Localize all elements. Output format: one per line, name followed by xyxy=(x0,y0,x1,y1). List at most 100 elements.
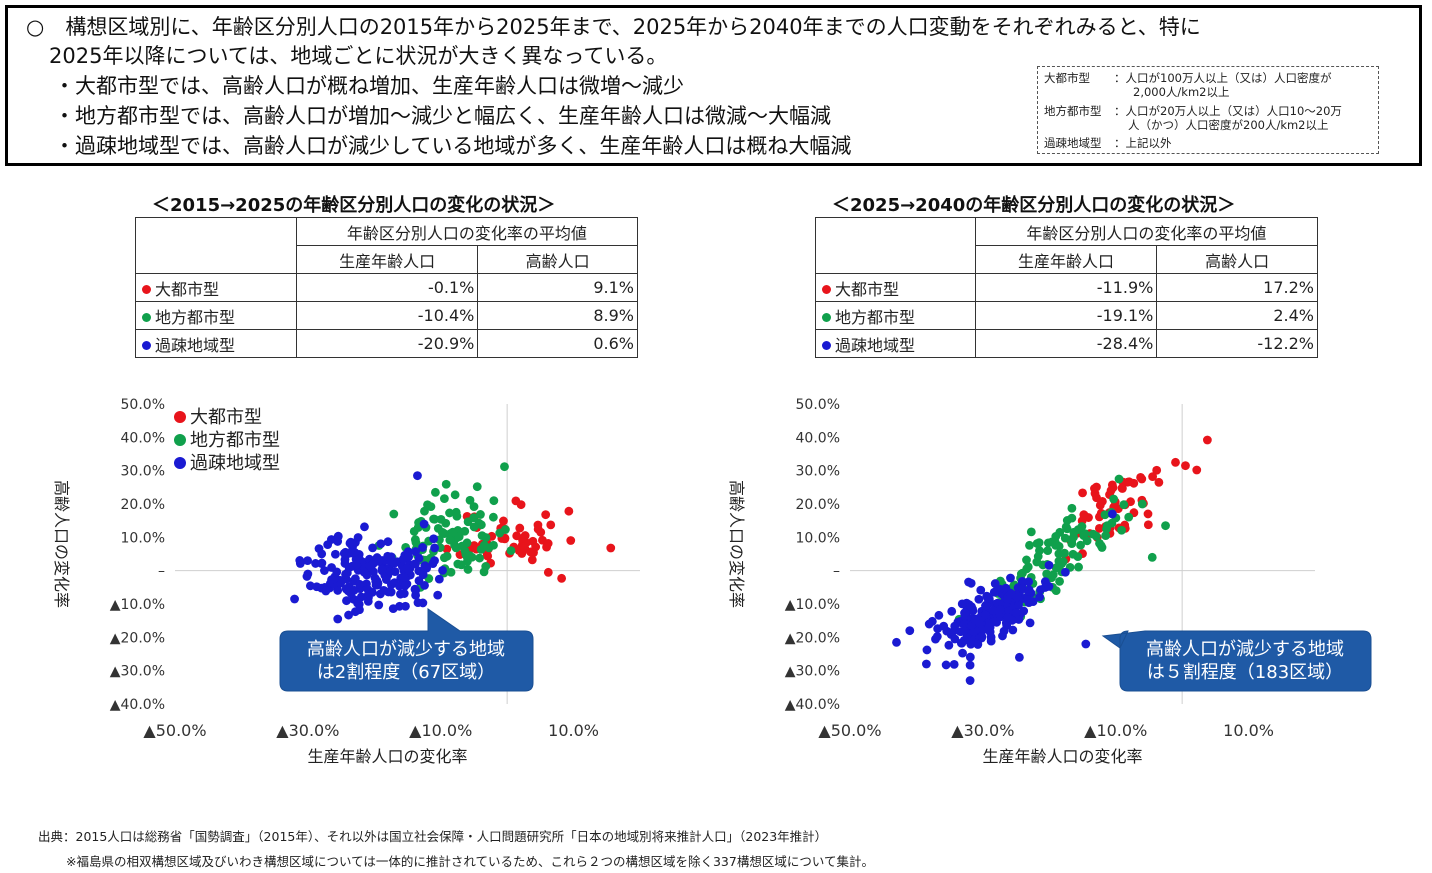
scatter-point xyxy=(489,540,498,550)
row-label: 地方都市型 xyxy=(135,301,297,330)
scatter-point xyxy=(400,581,410,591)
scatter-point xyxy=(344,610,353,620)
scatter-point xyxy=(388,604,398,614)
definition-regional-label: 地方都市型 xyxy=(1044,104,1102,118)
summary-box: ○ 構想区域別に、年齢区分別人口の2015年から2025年まで、2025年から2… xyxy=(5,5,1422,166)
y-axis-title: 高齢人口の変化率 xyxy=(52,480,71,608)
scatter-point xyxy=(1117,484,1127,493)
scatter-point xyxy=(1011,608,1021,618)
scatter-point xyxy=(564,506,574,516)
scatter-point xyxy=(317,549,327,559)
scatter-point xyxy=(1137,499,1147,509)
row-label: 大都市型 xyxy=(135,273,297,302)
scatter-point xyxy=(469,522,479,532)
scatter-point xyxy=(1044,582,1054,591)
scatter-point xyxy=(303,556,312,566)
scatter-point xyxy=(1026,527,1036,537)
scatter-point xyxy=(456,560,466,570)
y-axis-title: 高齢人口の変化率 xyxy=(727,480,746,608)
scatter-point xyxy=(437,527,447,537)
scatter-point xyxy=(527,555,537,565)
table-header-row: 年齢区分別人口の変化率の平均値 xyxy=(135,217,639,274)
scatter-point xyxy=(1006,573,1015,583)
scatter-point xyxy=(413,598,423,608)
row-label: 過疎地域型 xyxy=(815,329,976,358)
callout-bubble xyxy=(1101,630,1372,692)
rural-dot-icon xyxy=(142,340,151,350)
cell-elderly: 9.1% xyxy=(477,273,638,302)
scatter-point xyxy=(431,487,440,497)
scatter-point xyxy=(543,567,553,577)
row-label: 地方都市型 xyxy=(815,301,976,330)
scatter-point xyxy=(932,632,942,641)
scatter-point xyxy=(1096,541,1106,551)
table-group-header: 年齢区分別人口の変化率の平均値 xyxy=(974,217,1319,246)
scatter-point xyxy=(998,631,1007,641)
scatter-point xyxy=(1074,562,1083,572)
scatter-point xyxy=(1124,512,1134,522)
scatter-point xyxy=(1043,546,1053,556)
scatter-point xyxy=(934,610,944,620)
scatter-point xyxy=(995,605,1005,614)
scatter-point xyxy=(1023,595,1033,605)
table-row: 大都市型 -0.1% 9.1% xyxy=(135,273,638,302)
scatter-point xyxy=(960,608,970,618)
scatter-point xyxy=(383,551,393,561)
scatter-point xyxy=(949,659,959,669)
scatter-point xyxy=(1148,472,1158,481)
scatter-point xyxy=(1106,486,1116,495)
legend-label: 過疎地域型 xyxy=(190,453,280,474)
summary-bullet-regional: ・地方都市型では、高齢人口が増加～減少と幅広く、生産年齢人口は微減～大幅減 xyxy=(54,104,831,128)
y-tick-label: ▲30.0% xyxy=(110,664,165,680)
scatter-point xyxy=(506,546,516,556)
scatter-point xyxy=(939,621,949,631)
scatter-point xyxy=(990,617,1000,626)
x-tick-label: 10.0% xyxy=(1223,721,1274,740)
scatter-point xyxy=(303,569,313,579)
y-tick-label: 10.0% xyxy=(796,530,840,546)
scatter-point xyxy=(1082,536,1092,546)
scatter-point xyxy=(892,637,901,647)
scatter-point xyxy=(465,551,474,560)
scatter-point xyxy=(360,522,369,532)
scatter-point xyxy=(1024,577,1034,587)
scatter-point xyxy=(1102,521,1112,530)
scatter-point xyxy=(434,574,444,584)
cell-elderly: 17.2% xyxy=(1156,273,1318,302)
scatter-point xyxy=(383,537,393,547)
row-label: 大都市型 xyxy=(815,273,976,302)
scatter-point xyxy=(454,532,464,542)
scatter-point xyxy=(941,660,951,670)
scatter-point xyxy=(566,536,576,545)
y-tick-label: 40.0% xyxy=(796,430,840,446)
cell-working-age: -19.1% xyxy=(974,301,1158,330)
scatter-point xyxy=(1055,527,1065,537)
x-tick-label: ▲30.0% xyxy=(276,721,339,740)
y-tick-label: ▲20.0% xyxy=(785,630,840,646)
scatter-point xyxy=(488,512,498,522)
scatter-point xyxy=(1019,606,1029,616)
scatter-point xyxy=(472,482,482,492)
scatter-point xyxy=(1101,531,1111,541)
scatter-point xyxy=(983,593,992,603)
scatter-point xyxy=(1051,540,1060,550)
scatter-point xyxy=(1192,465,1202,475)
scatter-point xyxy=(390,567,400,577)
scatter-point xyxy=(1043,538,1053,548)
scatter-point xyxy=(500,534,510,544)
scatter-point xyxy=(1023,562,1033,572)
scatter-point xyxy=(321,586,331,596)
y-tick-label: 30.0% xyxy=(121,464,165,480)
callout-text-line1: 高齢人口が減少する地域 xyxy=(307,639,505,660)
scatter-point xyxy=(374,600,384,610)
scatter-point xyxy=(1060,567,1070,577)
scatter-point xyxy=(967,602,976,612)
x-tick-label: ▲10.0% xyxy=(409,721,472,740)
cell-working-age: -28.4% xyxy=(974,329,1158,358)
x-tick-label: 10.0% xyxy=(548,721,599,740)
scatter-point xyxy=(413,471,422,481)
scatter-point xyxy=(495,528,505,538)
scatter-point xyxy=(353,533,363,542)
scatter-point xyxy=(330,549,340,559)
y-tick-label: 50.0% xyxy=(796,397,840,413)
